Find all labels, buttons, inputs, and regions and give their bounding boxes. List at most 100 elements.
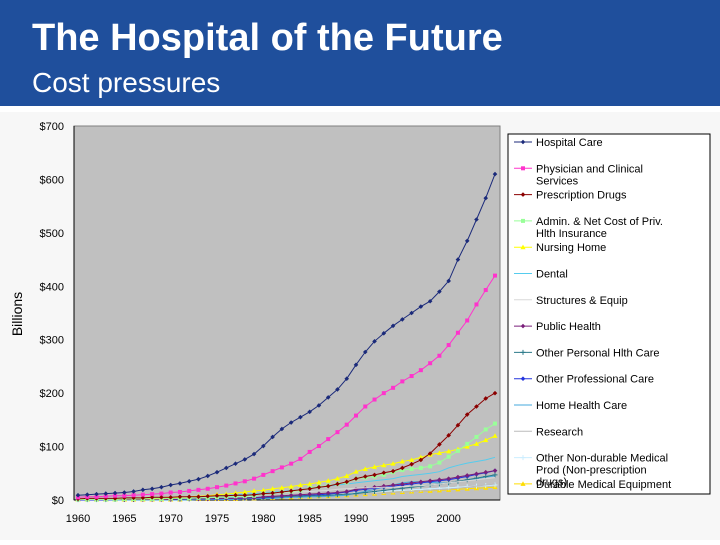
data-point	[492, 433, 498, 438]
data-point	[270, 469, 275, 474]
data-point	[159, 495, 164, 500]
data-point	[400, 379, 405, 384]
x-tick-label: 1960	[66, 513, 90, 525]
data-point	[140, 487, 146, 493]
legend-label: Research	[536, 426, 583, 438]
legend-item: Other Personal Hlth Care	[514, 347, 660, 359]
legend-label: Dental	[536, 269, 568, 281]
data-point	[344, 473, 350, 478]
data-point	[233, 461, 238, 466]
y-tick-label: $400	[40, 281, 64, 293]
data-point	[196, 476, 201, 482]
data-point	[371, 464, 378, 469]
data-point	[289, 461, 294, 466]
data-point	[428, 361, 433, 366]
plot-background	[73, 125, 501, 501]
data-point	[103, 491, 109, 496]
data-point	[418, 479, 424, 485]
legend-label: Public Health	[536, 321, 601, 333]
data-point	[335, 387, 340, 392]
data-point	[418, 454, 424, 460]
data-point	[242, 457, 248, 462]
data-point	[418, 304, 424, 309]
series-hospital-care	[75, 171, 498, 498]
data-point	[307, 409, 312, 415]
data-point	[446, 454, 451, 459]
series-line	[78, 470, 496, 500]
data-point	[251, 495, 257, 501]
data-point	[112, 490, 118, 496]
legend-label: Home Health Care	[536, 400, 627, 412]
data-point	[325, 490, 331, 496]
data-point	[298, 456, 303, 461]
data-point	[316, 479, 322, 485]
data-point	[334, 476, 341, 481]
legend-item: Admin. & Net Cost of Priv. Hlth Insurance	[514, 216, 663, 240]
data-point	[288, 488, 294, 494]
data-point	[112, 496, 118, 501]
legend-label: Prescription Drugs	[536, 190, 627, 202]
legend-item: Research	[514, 426, 583, 438]
data-point	[493, 273, 497, 278]
data-point	[307, 481, 313, 486]
data-point	[205, 486, 210, 491]
data-point	[233, 496, 238, 501]
data-point	[196, 487, 201, 492]
data-point	[390, 461, 396, 466]
data-point	[455, 257, 461, 262]
data-point	[520, 139, 526, 145]
data-point	[168, 482, 173, 488]
data-point	[446, 476, 451, 481]
data-point	[261, 491, 266, 496]
data-point	[242, 479, 247, 484]
data-point	[307, 491, 312, 497]
data-point	[279, 493, 285, 499]
data-point	[354, 413, 358, 418]
data-point	[242, 489, 248, 494]
data-point	[520, 244, 526, 250]
data-point	[177, 494, 183, 500]
data-point	[418, 465, 423, 470]
data-point	[270, 486, 276, 491]
data-point	[316, 444, 321, 449]
legend-label: Durable Medical Equipment	[536, 479, 671, 491]
data-point	[94, 491, 99, 497]
data-point	[122, 493, 127, 498]
data-point	[177, 481, 183, 486]
data-point	[372, 397, 377, 402]
data-point	[298, 414, 303, 420]
series-line	[77, 275, 496, 498]
data-point	[400, 317, 405, 322]
data-point	[474, 471, 479, 477]
data-point	[140, 495, 146, 501]
y-tick-label: $300	[40, 335, 64, 347]
data-point	[344, 479, 350, 485]
y-tick-label: $200	[40, 388, 64, 400]
data-point	[483, 396, 489, 401]
data-point	[418, 368, 423, 373]
data-point	[168, 490, 173, 495]
data-point	[307, 449, 312, 454]
data-point	[279, 489, 285, 495]
data-point	[409, 467, 414, 472]
data-point	[288, 420, 294, 425]
legend-item: Structures & Equip	[514, 295, 628, 307]
data-point	[473, 441, 480, 446]
data-point	[288, 484, 294, 489]
data-point	[223, 465, 229, 471]
data-point	[483, 469, 489, 475]
data-point	[233, 481, 238, 486]
y-tick-labels: $0 $100 $200 $300 $400 $500 $600 $700	[40, 121, 64, 507]
data-point	[464, 477, 470, 483]
data-point	[493, 421, 497, 426]
data-point	[75, 492, 81, 498]
data-point	[520, 192, 526, 197]
data-point	[335, 481, 340, 487]
data-point	[94, 494, 99, 499]
data-point	[149, 486, 155, 492]
data-point	[261, 494, 266, 500]
data-point	[196, 494, 201, 500]
data-point	[205, 493, 211, 499]
data-point	[362, 474, 368, 479]
data-point	[251, 488, 257, 493]
